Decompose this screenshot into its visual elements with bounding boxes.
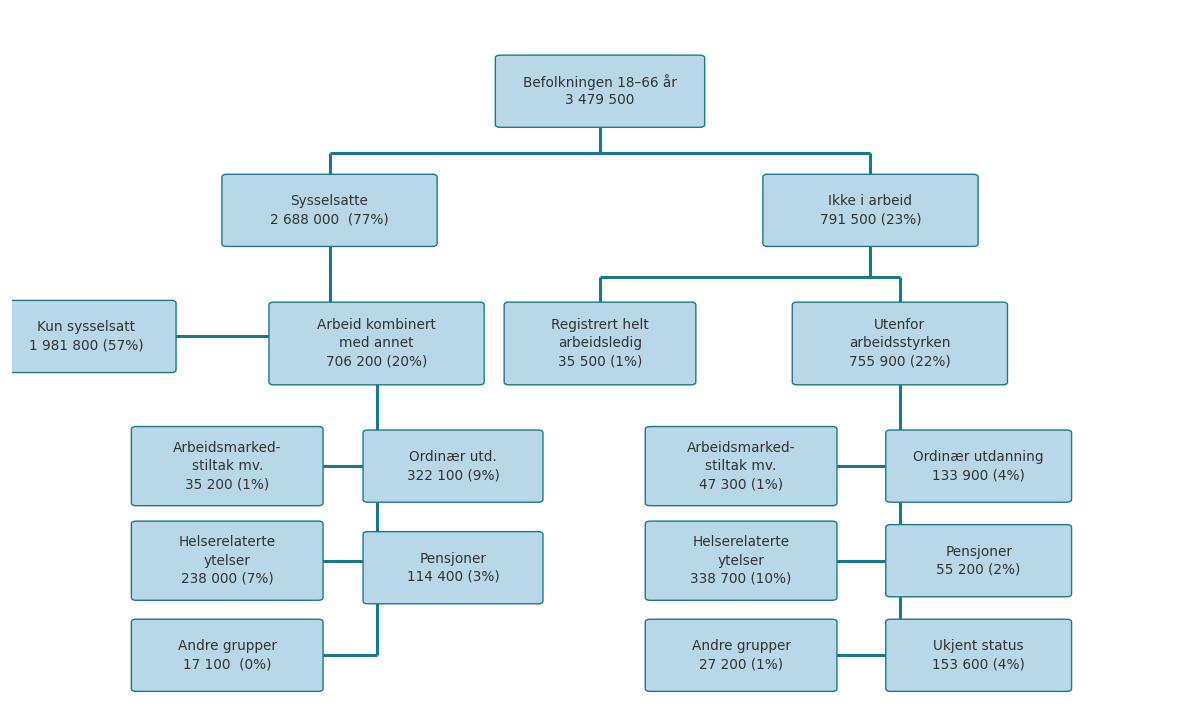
FancyBboxPatch shape <box>496 55 704 127</box>
FancyBboxPatch shape <box>763 174 978 247</box>
FancyBboxPatch shape <box>364 430 542 502</box>
Text: 3 479 500: 3 479 500 <box>565 94 635 107</box>
Text: arbeidsstyrken: arbeidsstyrken <box>850 337 950 350</box>
Text: Pensjoner: Pensjoner <box>420 551 486 566</box>
Text: Ikke i arbeid: Ikke i arbeid <box>828 194 912 208</box>
Text: Utenfor: Utenfor <box>875 318 925 332</box>
Text: 114 400 (3%): 114 400 (3%) <box>407 570 499 584</box>
Text: 47 300 (1%): 47 300 (1%) <box>700 478 784 491</box>
FancyBboxPatch shape <box>131 427 323 506</box>
FancyBboxPatch shape <box>646 427 836 506</box>
FancyBboxPatch shape <box>886 525 1072 597</box>
FancyBboxPatch shape <box>886 430 1072 502</box>
FancyBboxPatch shape <box>504 302 696 385</box>
Text: med annet: med annet <box>340 337 414 350</box>
Text: Arbeidsmarked-: Arbeidsmarked- <box>173 441 282 455</box>
Text: Pensjoner: Pensjoner <box>946 545 1012 558</box>
FancyBboxPatch shape <box>886 619 1072 691</box>
Text: Ordinær utd.: Ordinær utd. <box>409 450 497 464</box>
FancyBboxPatch shape <box>131 619 323 691</box>
Text: arbeidsledig: arbeidsledig <box>558 337 642 350</box>
Text: Helserelaterte: Helserelaterte <box>179 536 276 550</box>
Text: stiltak mv.: stiltak mv. <box>192 459 263 473</box>
FancyBboxPatch shape <box>646 521 836 601</box>
Text: 322 100 (9%): 322 100 (9%) <box>407 468 499 482</box>
Text: Registrert helt: Registrert helt <box>551 318 649 332</box>
Text: Andre grupper: Andre grupper <box>691 639 791 654</box>
Text: Ukjent status: Ukjent status <box>934 639 1024 654</box>
FancyBboxPatch shape <box>0 300 176 373</box>
Text: 755 900 (22%): 755 900 (22%) <box>850 355 950 369</box>
FancyBboxPatch shape <box>131 521 323 601</box>
FancyBboxPatch shape <box>792 302 1008 385</box>
Text: Ordinær utdanning: Ordinær utdanning <box>913 450 1044 464</box>
Text: Kun sysselsatt: Kun sysselsatt <box>37 320 136 335</box>
FancyBboxPatch shape <box>364 532 542 603</box>
Text: Arbeidsmarked-: Arbeidsmarked- <box>686 441 796 455</box>
Text: 35 200 (1%): 35 200 (1%) <box>185 478 269 491</box>
Text: 55 200 (2%): 55 200 (2%) <box>936 563 1021 577</box>
Text: ytelser: ytelser <box>718 553 764 568</box>
FancyBboxPatch shape <box>646 619 836 691</box>
FancyBboxPatch shape <box>222 174 437 247</box>
Text: 1 981 800 (57%): 1 981 800 (57%) <box>29 339 144 352</box>
Text: 153 600 (4%): 153 600 (4%) <box>932 657 1025 671</box>
Text: Helserelaterte: Helserelaterte <box>692 536 790 550</box>
Text: 238 000 (7%): 238 000 (7%) <box>181 572 274 586</box>
Text: ytelser: ytelser <box>204 553 251 568</box>
Text: 338 700 (10%): 338 700 (10%) <box>690 572 792 586</box>
Text: Andre grupper: Andre grupper <box>178 639 277 654</box>
Text: Befolkningen 18–66 år: Befolkningen 18–66 år <box>523 74 677 90</box>
Text: stiltak mv.: stiltak mv. <box>706 459 776 473</box>
Text: Arbeid kombinert: Arbeid kombinert <box>317 318 436 332</box>
Text: 2 688 000  (77%): 2 688 000 (77%) <box>270 212 389 227</box>
FancyBboxPatch shape <box>269 302 484 385</box>
Text: 706 200 (20%): 706 200 (20%) <box>326 355 427 369</box>
Text: Sysselsatte: Sysselsatte <box>290 194 368 208</box>
Text: 27 200 (1%): 27 200 (1%) <box>700 657 784 671</box>
Text: 17 100  (0%): 17 100 (0%) <box>182 657 271 671</box>
Text: 791 500 (23%): 791 500 (23%) <box>820 212 922 227</box>
Text: 35 500 (1%): 35 500 (1%) <box>558 355 642 369</box>
Text: 133 900 (4%): 133 900 (4%) <box>932 468 1025 482</box>
